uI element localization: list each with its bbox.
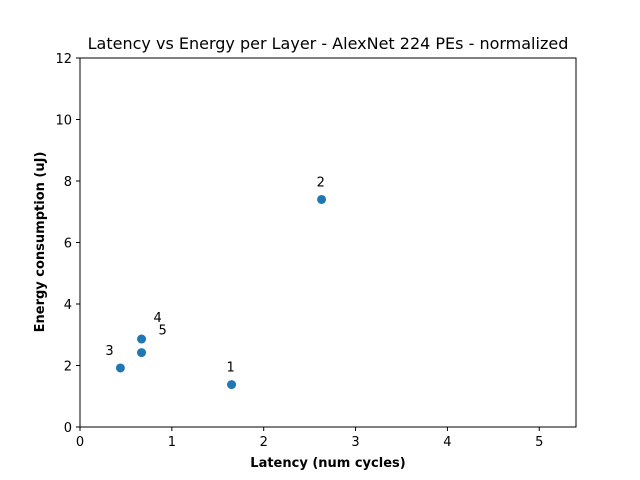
y-tick-label: 12 (55, 52, 72, 67)
x-tick-label: 0 (76, 435, 84, 450)
x-axis-label: Latency (num cycles) (250, 456, 405, 471)
x-tick-label: 1 (168, 435, 176, 450)
x-tick-label: 2 (260, 435, 268, 450)
data-point-2 (317, 194, 327, 204)
data-label-1: 1 (227, 361, 235, 376)
data-point-4 (137, 334, 147, 344)
data-label-3: 3 (105, 344, 113, 359)
x-tick-label: 3 (351, 435, 359, 450)
y-tick-label: 8 (64, 175, 72, 190)
y-tick-label: 6 (64, 237, 72, 252)
x-tick-label: 4 (443, 435, 451, 450)
data-point-3 (115, 363, 125, 373)
data-point-5 (137, 348, 147, 358)
axes-frame (79, 57, 577, 428)
data-point-1 (227, 380, 237, 390)
x-tick-label: 5 (535, 435, 543, 450)
plot-area: 1 2 3 45 (105, 175, 327, 390)
x-axis: 0 1 2 3 4 5 (76, 427, 543, 450)
data-label-5: 5 (159, 324, 167, 339)
y-tick-label: 10 (55, 114, 72, 129)
y-tick-label: 4 (64, 298, 72, 313)
data-label-4: 4 (154, 311, 162, 326)
y-axis-label: Energy consumption (uJ) (33, 152, 48, 333)
chart-title: Latency vs Energy per Layer - AlexNet 22… (88, 34, 569, 53)
data-label-2: 2 (317, 175, 325, 190)
y-axis: 0 2 4 6 8 10 12 (55, 52, 80, 436)
y-tick-label: 0 (64, 421, 72, 436)
y-tick-label: 2 (64, 360, 72, 375)
